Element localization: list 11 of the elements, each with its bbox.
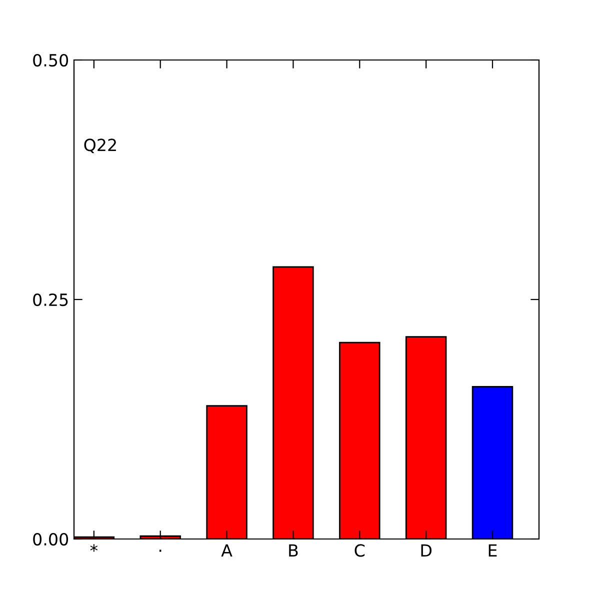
y-tick-label: 0.25 xyxy=(33,293,68,306)
x-tick-label: B xyxy=(289,544,298,557)
x-tick-label: · xyxy=(159,550,162,552)
y-tick-label: 0.00 xyxy=(33,532,68,546)
x-tick-label: D xyxy=(421,544,432,557)
y-tick-label: 0.50 xyxy=(33,54,68,67)
x-tick-label: E xyxy=(488,544,497,557)
x-tick-label: A xyxy=(221,544,232,557)
x-tick-label: C xyxy=(354,544,365,557)
annotation: Q22 xyxy=(84,138,116,154)
x-tick-label: * xyxy=(90,544,98,552)
